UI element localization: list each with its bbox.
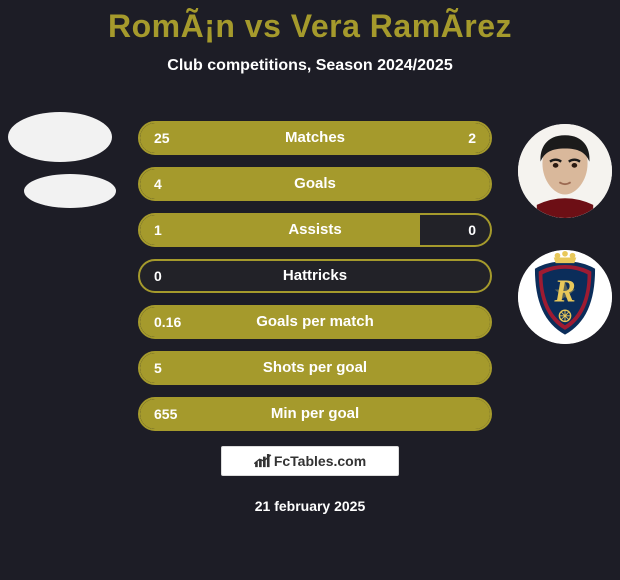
player-left-logo-placeholder [24,174,116,208]
player-left-avatar-placeholder [8,112,112,162]
stat-row: 0.16Goals per match [138,305,492,339]
stat-row: 5Shots per goal [138,351,492,385]
stat-row: 252Matches [138,121,492,155]
stat-label: Goals [140,169,490,199]
bar-chart-icon [254,454,272,468]
brand-text: FcTables.com [274,453,366,469]
subtitle: Club competitions, Season 2024/2025 [0,57,620,75]
stat-row: 10Assists [138,213,492,247]
stat-row: 4Goals [138,167,492,201]
stat-label: Min per goal [140,399,490,429]
stat-row: 655Min per goal [138,397,492,431]
stat-label: Shots per goal [140,353,490,383]
stat-label: Matches [140,123,490,153]
player-right-avatar [518,124,612,218]
footer-date: 21 february 2025 [0,498,620,514]
stat-label: Hattricks [140,261,490,291]
comparison-card: RomÃ¡n vs Vera RamÃ­rez Club competition… [0,0,620,580]
club-logo-icon: R [518,250,612,344]
brand-badge[interactable]: FcTables.com [221,446,399,476]
stat-row: 0Hattricks [138,259,492,293]
stat-label: Goals per match [140,307,490,337]
stat-label: Assists [140,215,490,245]
stats-container: 252Matches 4Goals 10Assists 0Hattricks 0.16G… [138,121,492,443]
player-right-club-logo: R [518,250,612,344]
player-right-face-icon [518,124,612,218]
page-title: RomÃ¡n vs Vera RamÃ­rez [0,0,620,45]
